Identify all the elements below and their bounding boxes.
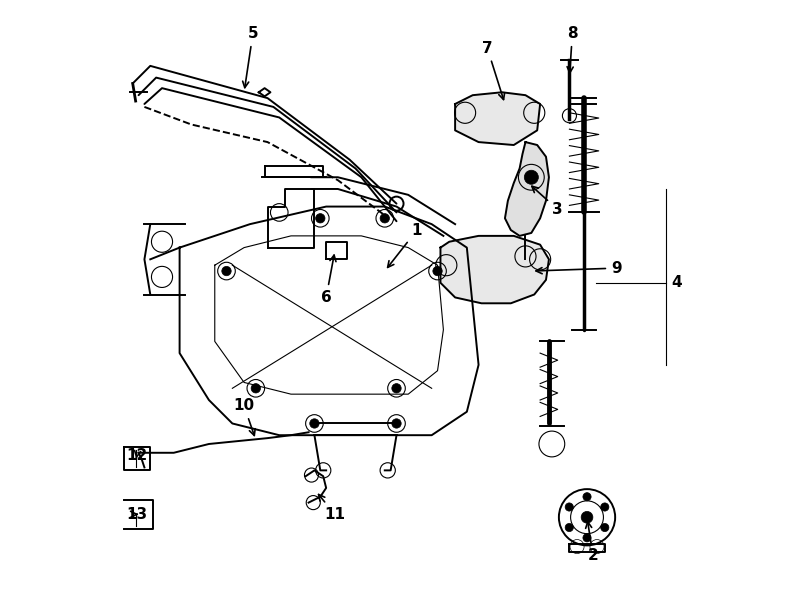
Text: 10: 10 [233,398,255,435]
Circle shape [581,511,593,523]
Text: 12: 12 [126,448,147,463]
Circle shape [565,503,573,511]
Polygon shape [455,92,540,145]
Polygon shape [440,236,549,303]
Circle shape [392,383,401,393]
Text: 2: 2 [586,522,598,563]
Circle shape [583,534,591,542]
Text: 4: 4 [671,275,681,290]
Text: 3: 3 [532,186,563,217]
Text: 7: 7 [482,41,504,100]
Circle shape [316,214,325,223]
Circle shape [600,524,609,532]
Text: 13: 13 [126,507,147,522]
Circle shape [392,419,401,428]
Circle shape [222,266,232,276]
Circle shape [565,524,573,532]
Circle shape [600,503,609,511]
Text: 1: 1 [388,223,422,267]
Text: 8: 8 [567,26,577,73]
Polygon shape [505,142,549,236]
Circle shape [310,419,319,428]
Circle shape [524,170,538,184]
Circle shape [251,383,260,393]
Text: 11: 11 [319,495,346,522]
Text: 9: 9 [536,260,622,276]
Circle shape [380,214,389,223]
Circle shape [433,266,442,276]
Text: 5: 5 [243,26,259,88]
Circle shape [583,492,591,501]
Text: 6: 6 [321,255,336,305]
